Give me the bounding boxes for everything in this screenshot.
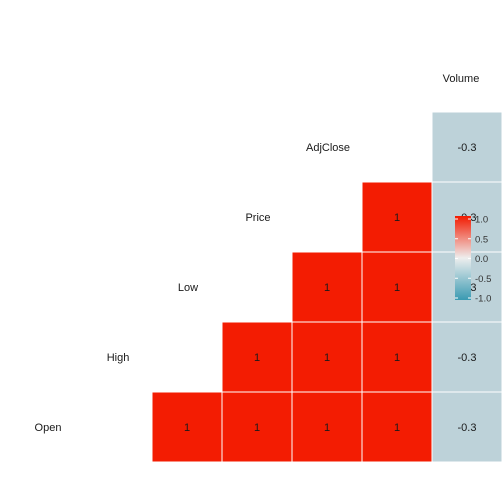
heatmap-cell-price-open — [292, 392, 362, 462]
heatmap-cell-low-open — [222, 392, 292, 462]
heatmap-cell-volume-adjclose — [432, 112, 502, 182]
heatmap-cell-volume-high — [432, 322, 502, 392]
legend-colorbar — [455, 216, 471, 300]
variable-label-high: High — [107, 352, 130, 364]
variable-labels: Open High Low Price AdjClose Volume — [35, 73, 480, 434]
legend-tick-label: -1.0 — [475, 294, 491, 305]
cell-value-label: -0.3 — [458, 422, 477, 434]
variable-label-volume: Volume — [443, 73, 480, 85]
cell-value-label: 1 — [324, 352, 330, 364]
heatmap-cell-adjclose-low — [362, 252, 432, 322]
variable-label-adjclose: AdjClose — [306, 142, 350, 154]
cell-value-label: 1 — [394, 352, 400, 364]
variable-label-low: Low — [178, 282, 198, 294]
cell-value-label: 1 — [184, 422, 190, 434]
cell-value-label: 1 — [394, 282, 400, 294]
heatmap-cell-low-high — [222, 322, 292, 392]
cell-value-label: 1 — [324, 282, 330, 294]
cell-value-label: 1 — [254, 352, 260, 364]
cell-value-label: 1 — [394, 212, 400, 224]
cell-value-label: 1 — [394, 422, 400, 434]
legend: 1.0 0.5 0.0 -0.5 -1.0 — [455, 215, 491, 305]
cell-value-label: -0.3 — [458, 142, 477, 154]
legend-tick-label: 0.5 — [475, 234, 488, 245]
heatmap-cell-adjclose-open — [362, 392, 432, 462]
cell-value-label: 1 — [324, 422, 330, 434]
legend-tick-label: -0.5 — [475, 274, 491, 285]
heatmap-cell-volume-open — [432, 392, 502, 462]
heatmap-cell-high-open — [152, 392, 222, 462]
cell-value-label: -0.3 — [458, 352, 477, 364]
heatmap-cell-price-low — [292, 252, 362, 322]
heatmap-cell-price-high — [292, 322, 362, 392]
heatmap-cell-adjclose-price — [362, 182, 432, 252]
variable-label-open: Open — [35, 422, 62, 434]
legend-tick-label: 1.0 — [475, 215, 488, 226]
heatmap-cell-adjclose-high — [362, 322, 432, 392]
cell-value-label: 1 — [254, 422, 260, 434]
variable-label-price: Price — [245, 212, 270, 224]
legend-tick-label: 0.0 — [475, 254, 488, 265]
